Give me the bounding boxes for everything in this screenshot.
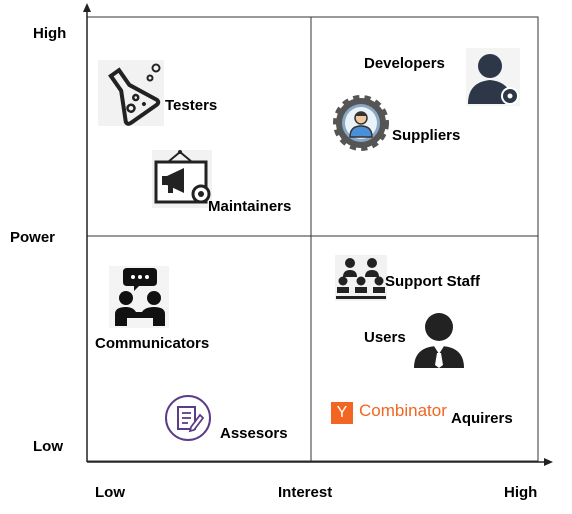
stakeholder-assesors: Assesors <box>220 425 288 442</box>
megaphone-board-icon <box>152 150 212 208</box>
audience-icon <box>335 255 387 301</box>
y-axis-arrow <box>83 3 91 12</box>
x-axis-high-label: High <box>504 484 538 501</box>
x-axis-arrow <box>544 458 553 466</box>
logo-letter: Y <box>336 404 348 421</box>
business-person-icon <box>410 310 468 370</box>
logo-text: Combinator <box>359 401 447 420</box>
stakeholder-developers: Developers <box>364 55 445 72</box>
people-chat-icon <box>109 266 169 328</box>
y-combinator-logo: Y Combinator <box>328 399 450 427</box>
document-edit-icon <box>164 394 212 442</box>
stakeholder-aquirers: Aquirers <box>451 410 513 427</box>
x-axis-title: Interest <box>278 484 333 501</box>
y-axis-low-label: Low <box>33 438 63 455</box>
flask-icon <box>98 60 164 126</box>
stakeholder-testers: Testers <box>165 97 218 114</box>
stakeholder-maintainers: Maintainers <box>208 198 292 215</box>
stakeholder-support-staff: Support Staff <box>385 273 480 290</box>
y-axis-title: Power <box>10 229 56 246</box>
stakeholder-users: Users <box>364 329 406 346</box>
logo-badge: Y <box>331 402 353 424</box>
x-axis-low-label: Low <box>95 484 125 501</box>
stakeholder-suppliers: Suppliers <box>392 127 461 144</box>
person-gear-icon <box>466 48 520 106</box>
stakeholder-communicators: Communicators <box>95 335 210 352</box>
y-axis-high-label: High <box>33 25 67 42</box>
gear-person-icon <box>333 95 389 151</box>
